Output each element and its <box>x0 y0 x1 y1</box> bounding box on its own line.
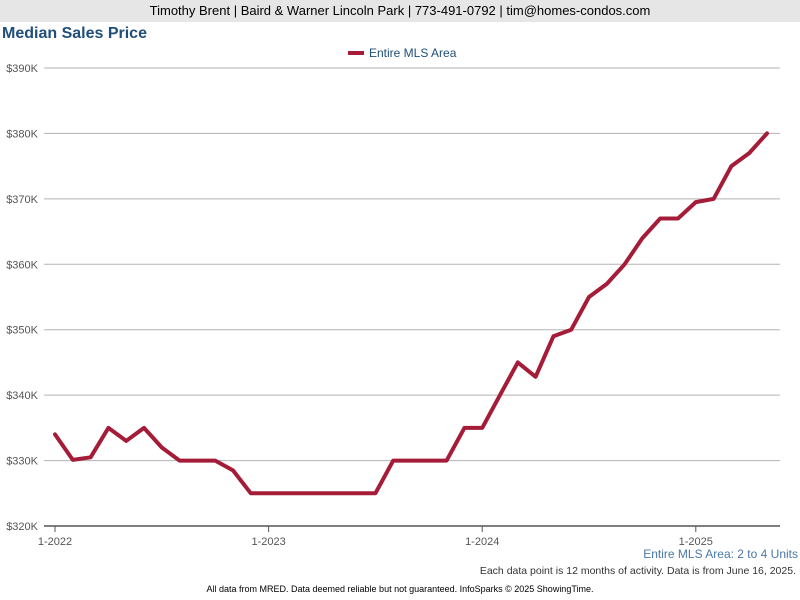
chart-title: Median Sales Price <box>2 25 147 42</box>
legend-label: Entire MLS Area <box>369 46 457 60</box>
y-tick-label: $320K <box>6 521 38 533</box>
x-tick-label: 1-2023 <box>251 536 285 548</box>
legend[interactable]: Entire MLS Area <box>348 46 456 60</box>
y-tick-label: $330K <box>6 456 38 468</box>
area-label: Entire MLS Area: 2 to 4 Units <box>643 547 798 561</box>
y-tick-label: $390K <box>6 63 38 75</box>
x-axis-labels: 1-2022 1-2023 1-2024 1-2025 <box>38 536 713 548</box>
x-tick-label: 1-2022 <box>38 536 72 548</box>
x-axis <box>44 525 780 532</box>
y-tick-label: $340K <box>6 390 38 402</box>
contact-banner: Timothy Brent | Baird & Warner Lincoln P… <box>0 0 800 22</box>
y-axis-labels: $320K $330K $340K $350K $360K $370K $380K $390K <box>6 63 38 533</box>
data-note: Each data point is 12 months of activity… <box>479 565 796 577</box>
x-tick-label: 1-2024 <box>465 536 499 548</box>
x-tick-label: 1-2025 <box>679 536 713 548</box>
footer-disclaimer: All data from MRED. Data deemed reliable… <box>206 584 594 594</box>
y-tick-label: $350K <box>6 325 38 337</box>
series-line <box>53 131 769 496</box>
series-group <box>53 131 769 496</box>
gridlines <box>44 67 780 462</box>
y-tick-label: $380K <box>6 128 38 140</box>
legend-swatch <box>348 51 364 55</box>
y-tick-label: $370K <box>6 194 38 206</box>
y-tick-label: $360K <box>6 259 38 271</box>
